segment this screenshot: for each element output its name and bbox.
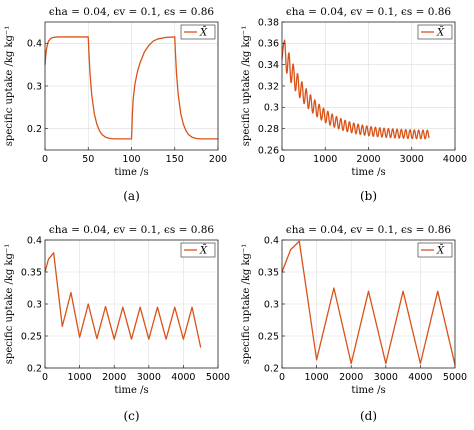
x-tick-label: 2000 — [356, 154, 380, 165]
legend-box — [180, 24, 216, 40]
y-axis-label: specific uptake /kg kg⁻¹ — [4, 244, 15, 364]
x-tick-label: 100 — [122, 154, 140, 165]
legend-box — [417, 24, 453, 40]
panel-label: (c) — [123, 409, 139, 423]
x-axis-label: time /s — [114, 385, 148, 396]
x-tick-label: 1000 — [68, 372, 92, 383]
series-line — [44, 36, 218, 140]
x-tick-label: 0 — [42, 372, 48, 383]
series-line — [44, 252, 202, 348]
y-tick-label: 0.4 — [27, 235, 42, 246]
x-tick-label: 2000 — [102, 372, 126, 383]
panel-label: (b) — [360, 189, 377, 203]
y-tick-label: 0.36 — [258, 39, 279, 50]
y-axis-label: specific uptake /kg kg⁻¹ — [4, 26, 15, 146]
legend-label: X̄ — [436, 245, 445, 257]
legend-box — [417, 242, 453, 258]
legend-box — [180, 242, 216, 258]
legend-label: X̄ — [436, 27, 445, 39]
series-line — [281, 39, 430, 140]
x-tick-label: 2000 — [339, 372, 363, 383]
y-tick-label: 0.3 — [264, 103, 279, 114]
x-tick-label: 4000 — [408, 372, 432, 383]
y-tick-label: 0.2 — [27, 124, 42, 135]
y-tick-label: 0.35 — [21, 267, 42, 278]
legend-label: X̄ — [199, 245, 208, 257]
x-tick-label: 0 — [42, 154, 48, 165]
y-tick-label: 0.4 — [27, 39, 42, 50]
y-axis-label: specific uptake /kg kg⁻¹ — [241, 244, 252, 364]
x-tick-label: 0 — [279, 154, 285, 165]
chart-c: 0 1000 2000 3000 4000 5000 0.2 0.25 0.3 0.35 0.4 ϵh… — [4, 224, 230, 423]
y-tick-label: 0.28 — [258, 124, 279, 135]
chart-title: ϵha = 0.04, ϵv = 0.1, ϵs = 0.86 — [286, 6, 452, 18]
x-tick-label: 3000 — [137, 372, 161, 383]
chart-title: ϵha = 0.04, ϵv = 0.1, ϵs = 0.86 — [49, 6, 215, 18]
y-tick-label: 0.3 — [264, 299, 279, 310]
x-tick-label: 150 — [166, 154, 184, 165]
y-tick-label: 0.25 — [21, 331, 42, 342]
chart-a: 0 50 100 150 200 0.2 0.3 0.4 ϵha = 0.04, ϵv = 0.… — [4, 6, 227, 203]
panel-label: (a) — [123, 189, 140, 203]
x-tick-label: 4000 — [443, 154, 467, 165]
chart-d: 0 1000 2000 3000 4000 5000 0.2 0.25 0.3 0.35 0.4 ϵh… — [241, 224, 467, 423]
x-axis-label: time /s — [114, 167, 148, 178]
y-tick-label: 0.26 — [258, 145, 279, 156]
x-tick-label: 1000 — [313, 154, 337, 165]
x-tick-label: 5000 — [206, 372, 230, 383]
x-tick-label: 3000 — [400, 154, 424, 165]
y-tick-label: 0.2 — [27, 363, 42, 374]
x-tick-label: 5000 — [443, 372, 467, 383]
y-tick-label: 0.3 — [27, 81, 42, 92]
y-tick-label: 0.38 — [258, 17, 279, 28]
chart-title: ϵha = 0.04, ϵv = 0.1, ϵs = 0.86 — [49, 224, 215, 236]
x-tick-label: 50 — [82, 154, 94, 165]
y-tick-label: 0.32 — [258, 81, 279, 92]
legend: X̄ — [417, 24, 453, 40]
legend-label: X̄ — [199, 27, 208, 39]
y-tick-label: 0.3 — [27, 299, 42, 310]
y-tick-label: 0.34 — [258, 60, 279, 71]
y-tick-label: 0.2 — [264, 363, 279, 374]
x-axis-label: time /s — [351, 385, 385, 396]
series-line — [281, 240, 456, 365]
x-tick-label: 4000 — [171, 372, 195, 383]
legend: X̄ — [180, 242, 216, 258]
y-tick-label: 0.35 — [258, 267, 279, 278]
x-axis-label: time /s — [351, 167, 385, 178]
x-tick-label: 3000 — [374, 372, 398, 383]
panel-label: (d) — [360, 409, 377, 423]
x-tick-label: 200 — [209, 154, 227, 165]
y-tick-label: 0.4 — [264, 235, 279, 246]
chart-title: ϵha = 0.04, ϵv = 0.1, ϵs = 0.86 — [286, 224, 452, 236]
chart-b: 0 1000 2000 3000 4000 0.26 0.28 0.3 0.32 0.34 0.36… — [241, 6, 467, 203]
x-tick-label: 0 — [279, 372, 285, 383]
x-tick-label: 1000 — [305, 372, 329, 383]
y-axis-label: specific uptake /kg kg⁻¹ — [241, 26, 252, 146]
legend: X̄ — [180, 24, 216, 40]
legend: X̄ — [417, 242, 453, 258]
y-tick-label: 0.25 — [258, 331, 279, 342]
